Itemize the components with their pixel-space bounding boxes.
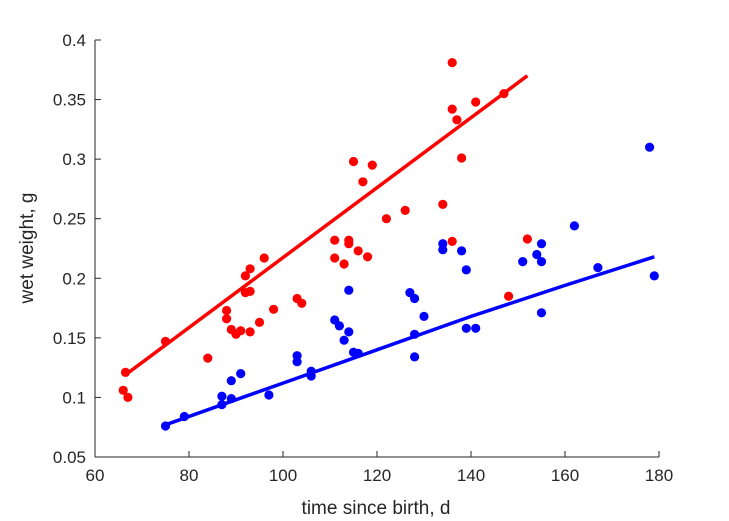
data-point (410, 293, 420, 304)
series-1 (160, 142, 659, 431)
data-point (203, 353, 213, 363)
y-tick-label: 0.4 (62, 31, 86, 50)
data-point (536, 239, 547, 249)
data-point (447, 58, 457, 68)
data-point (358, 177, 368, 187)
data-point (118, 385, 128, 395)
data-point (264, 390, 274, 400)
data-point (245, 286, 255, 296)
data-point (438, 245, 448, 255)
data-point (240, 271, 250, 281)
data-point (593, 263, 603, 273)
data-point (649, 271, 659, 281)
x-tick-label: 180 (645, 466, 673, 485)
data-point (400, 205, 410, 215)
y-tick-label: 0.35 (53, 91, 86, 110)
data-point (504, 291, 514, 301)
x-tick-label: 160 (551, 466, 579, 485)
data-point (447, 104, 457, 114)
y-tick-label: 0.15 (53, 329, 86, 348)
data-point (569, 221, 580, 231)
x-tick-label: 80 (180, 466, 199, 485)
axes: 60 80 100 120 140 160 180 0.05 0.1 0.15 0.2 0.25 0.3… (53, 31, 673, 485)
data-point (330, 235, 340, 245)
data-point (120, 367, 131, 377)
y-tick-label: 0.3 (62, 150, 86, 169)
data-point (236, 326, 246, 336)
data-point (217, 391, 227, 401)
y-axis-label: wet weight, g (17, 193, 38, 305)
data-point (339, 259, 349, 269)
data-point (461, 323, 471, 333)
data-point (522, 234, 533, 244)
data-point (226, 394, 236, 404)
y-tick-label: 0.25 (53, 210, 86, 229)
x-tick-label: 140 (457, 466, 485, 485)
data-point (292, 357, 302, 367)
data-point (536, 308, 547, 318)
data-point (123, 392, 133, 402)
data-point (461, 265, 471, 275)
data-point (222, 305, 232, 316)
data-point (363, 252, 373, 262)
data-point (353, 348, 363, 358)
data-point (518, 257, 528, 267)
data-point (419, 311, 429, 321)
data-point (254, 317, 265, 327)
data-point (269, 304, 279, 314)
plot-area (118, 58, 659, 431)
data-point (245, 327, 255, 337)
data-point (471, 97, 481, 107)
data-point (330, 253, 340, 263)
data-point (410, 352, 420, 362)
data-point (217, 400, 227, 410)
data-point (226, 376, 236, 386)
data-point (645, 142, 655, 152)
data-point (344, 285, 354, 295)
data-point (471, 323, 481, 333)
data-point (334, 321, 344, 331)
data-point (160, 421, 171, 431)
y-tick-label: 0.1 (62, 388, 86, 407)
data-point (344, 239, 354, 249)
data-point (410, 329, 420, 339)
data-point (452, 115, 462, 125)
data-point (259, 253, 269, 263)
data-point (297, 298, 307, 308)
data-point (222, 314, 232, 324)
y-tick-label: 0.05 (53, 448, 86, 467)
x-tick-label: 120 (363, 466, 391, 485)
data-point (447, 236, 457, 246)
data-point (457, 153, 467, 163)
x-axis-label: time since birth, d (302, 498, 451, 519)
data-point (236, 369, 246, 379)
series-0 (118, 58, 533, 402)
data-point (367, 160, 377, 170)
data-point (344, 327, 354, 337)
data-point (306, 371, 316, 381)
data-point (339, 335, 349, 345)
y-tick-label: 0.2 (62, 269, 86, 288)
data-point (381, 214, 391, 224)
data-point (438, 199, 448, 209)
fit-line (164, 255, 655, 427)
data-point (353, 246, 363, 256)
fit-line (124, 74, 529, 377)
data-point (179, 411, 189, 422)
data-point (160, 336, 171, 346)
x-tick-label: 100 (269, 466, 297, 485)
data-point (457, 246, 467, 256)
data-point (499, 89, 509, 99)
data-point (245, 264, 255, 274)
data-point (532, 249, 542, 260)
x-tick-label: 60 (86, 466, 105, 485)
data-point (536, 257, 547, 267)
data-point (348, 156, 359, 167)
